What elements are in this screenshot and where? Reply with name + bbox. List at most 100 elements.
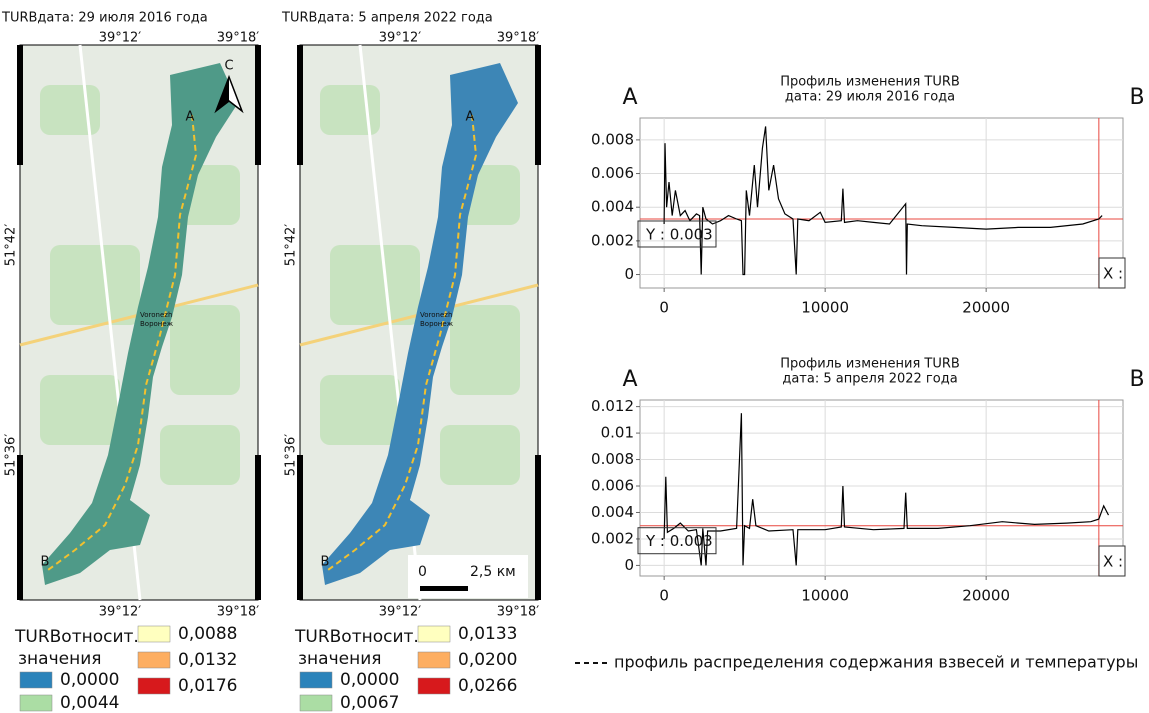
frame-bar — [297, 45, 303, 165]
start-label: A — [622, 367, 637, 392]
chart-title: Профиль изменения TURB — [780, 75, 960, 90]
scale-bar — [420, 586, 468, 591]
y-tick-label: 0.002 — [591, 231, 634, 249]
legend-swatch — [20, 672, 52, 688]
y-tick-label: 0.01 — [601, 424, 634, 442]
lon-label: 39°12′ — [99, 31, 142, 46]
point-label: B — [41, 555, 50, 570]
readout-x: X : — [1103, 553, 1123, 571]
frame-bar — [255, 45, 261, 165]
x-tick-label: 20000 — [962, 587, 1010, 605]
point-label: B — [321, 555, 330, 570]
point-label: A — [466, 110, 475, 125]
legend-label: 0,0067 — [340, 693, 399, 713]
chart-title: дата: 29 июля 2016 года — [785, 90, 955, 105]
y-tick-label: 0.004 — [591, 198, 634, 216]
readout-y: Y : 0.003 — [645, 225, 713, 243]
readout-y: Y : 0.003 — [645, 532, 713, 550]
y-tick-label: 0.012 — [591, 397, 634, 415]
lon-label: 39°18′ — [217, 31, 260, 46]
legend-swatch — [300, 672, 332, 688]
y-tick-label: 0 — [624, 265, 634, 283]
legend-title: TURBотносит. — [14, 627, 139, 647]
legend-label: 0,0000 — [60, 670, 119, 690]
lat-label: 51°42′ — [4, 224, 19, 267]
legend-label: 0,0200 — [458, 650, 517, 670]
lon-label: 39°18′ — [497, 31, 540, 46]
legend-swatch — [418, 678, 450, 694]
city-label: Воронеж — [140, 320, 174, 328]
lon-label: 39°12′ — [379, 31, 422, 46]
map-greenery — [320, 375, 400, 445]
legend-swatch — [300, 695, 332, 711]
scale-label: 0 — [418, 564, 427, 580]
lon-label: 39°12′ — [379, 605, 422, 620]
map-greenery — [160, 425, 240, 485]
map-greenery — [450, 305, 520, 395]
legend-swatch — [418, 652, 450, 668]
x-tick-label: 10000 — [801, 587, 849, 605]
frame-bar — [535, 45, 541, 165]
readout-x: X : — [1103, 265, 1123, 283]
legend-label: 0,0176 — [178, 676, 237, 696]
map-title: TURBдата: 5 апреля 2022 года — [281, 11, 493, 26]
y-tick-label: 0.006 — [591, 477, 634, 495]
legend-swatch — [138, 652, 170, 668]
lat-label: 51°36′ — [4, 434, 19, 477]
lon-label: 39°18′ — [497, 605, 540, 620]
legend-label: 0,0132 — [178, 650, 237, 670]
lon-label: 39°18′ — [217, 605, 260, 620]
y-tick-label: 0.008 — [591, 130, 634, 148]
north-label: C — [224, 59, 233, 74]
map-greenery — [320, 85, 380, 135]
map-title: TURBдата: 29 июля 2016 года — [1, 11, 208, 26]
city-label: Воронеж — [420, 320, 454, 328]
lon-label: 39°12′ — [99, 605, 142, 620]
legend-title: TURBотносит. — [294, 627, 419, 647]
x-tick-label: 20000 — [962, 299, 1010, 317]
city-label: Voronezh — [140, 311, 172, 319]
start-label: A — [622, 85, 637, 110]
legend-label: 0,0000 — [340, 670, 399, 690]
point-label: A — [186, 110, 195, 125]
legend-label: 0,0266 — [458, 676, 517, 696]
end-label: B — [1129, 85, 1144, 110]
legend-label: 0,0088 — [178, 624, 237, 644]
map-greenery — [40, 375, 120, 445]
legend-swatch — [418, 626, 450, 642]
figure: профиль распределения содержания взвесей… — [0, 0, 1149, 713]
scale-label: 2,5 км — [470, 564, 516, 580]
chart-title: дата: 5 апреля 2022 года — [782, 372, 957, 387]
frame-bar — [535, 455, 541, 600]
legend-label: 0,0044 — [60, 693, 119, 713]
lat-label: 51°36′ — [284, 434, 299, 477]
lat-label: 51°42′ — [284, 224, 299, 267]
legend-swatch — [20, 695, 52, 711]
frame-bar — [17, 45, 23, 165]
frame-bar — [255, 455, 261, 600]
end-label: B — [1129, 367, 1144, 392]
x-tick-label: 0 — [659, 299, 669, 317]
city-label: Voronezh — [420, 311, 452, 319]
legend-swatch — [138, 626, 170, 642]
map-greenery — [170, 305, 240, 395]
x-tick-label: 0 — [659, 587, 669, 605]
y-tick-label: 0 — [624, 556, 634, 574]
map-greenery — [40, 85, 100, 135]
note: профиль распределения содержания взвесей… — [614, 653, 1138, 672]
y-tick-label: 0.008 — [591, 450, 634, 468]
map-greenery — [50, 245, 140, 325]
map-greenery — [440, 425, 520, 485]
chart-title: Профиль изменения TURB — [780, 357, 960, 372]
legend-title: значения — [18, 649, 101, 669]
y-tick-label: 0.004 — [591, 503, 634, 521]
legend-swatch — [138, 678, 170, 694]
y-tick-label: 0.006 — [591, 164, 634, 182]
plot-area — [640, 118, 1123, 288]
y-tick-label: 0.002 — [591, 529, 634, 547]
map-greenery — [330, 245, 420, 325]
legend-label: 0,0133 — [458, 624, 517, 644]
x-tick-label: 10000 — [801, 299, 849, 317]
